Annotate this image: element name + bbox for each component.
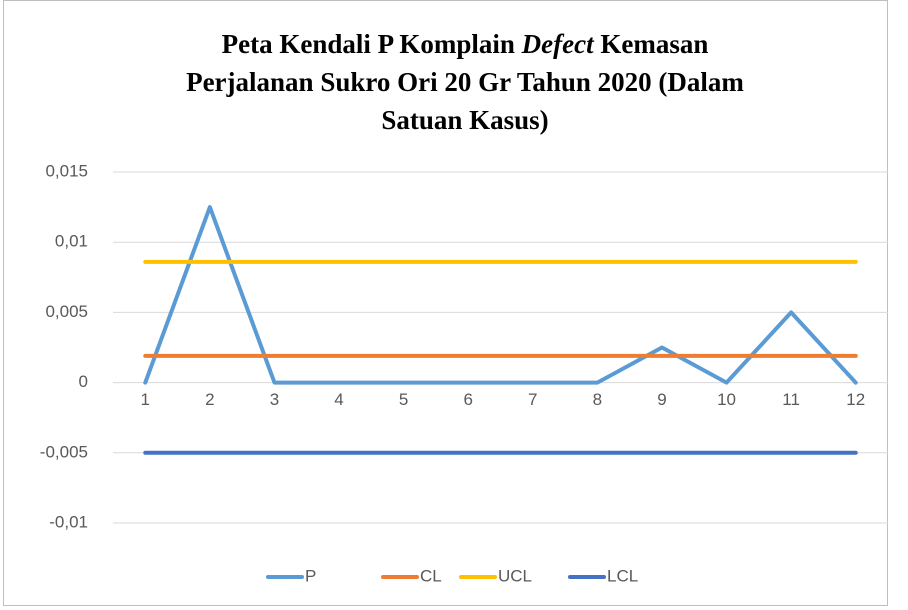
chart-title-line: Peta Kendali P Komplain Defect Kemasan [222, 29, 709, 59]
title-part: Peta Kendali P Komplain [222, 29, 515, 59]
x-tick-label: 10 [717, 390, 736, 409]
x-tick-label: 12 [846, 390, 865, 409]
y-tick-label: -0,01 [49, 512, 88, 531]
x-tick-label: 7 [528, 390, 537, 409]
y-tick-label: 0,01 [55, 232, 88, 251]
x-tick-label: 5 [399, 390, 408, 409]
x-tick-label: 6 [463, 390, 472, 409]
y-tick-label: 0,005 [45, 302, 88, 321]
x-tick-label: 8 [593, 390, 602, 409]
legend-label: P [305, 566, 316, 585]
chart-border [3, 0, 888, 606]
legend-label: UCL [498, 566, 532, 585]
y-tick-label: 0,015 [45, 161, 88, 180]
series-line [143, 205, 858, 385]
x-tick-label: 1 [141, 390, 150, 409]
x-tick-label: 11 [782, 390, 800, 409]
legend-label: LCL [607, 566, 638, 585]
title-part: Kemasan [600, 29, 708, 59]
chart-title-line: Satuan Kasus) [381, 105, 548, 135]
x-tick-label: 9 [657, 390, 666, 409]
chart-title-line: Perjalanan Sukro Ori 20 Gr Tahun 2020 (D… [186, 67, 744, 97]
y-tick-label: -0,005 [40, 442, 88, 461]
x-tick-label: 4 [334, 390, 343, 409]
title-part: Defect [521, 29, 595, 59]
x-tick-label: 2 [205, 390, 214, 409]
x-tick-label: 3 [270, 390, 279, 409]
legend-label: CL [420, 566, 442, 585]
y-tick-label: 0 [79, 372, 88, 391]
